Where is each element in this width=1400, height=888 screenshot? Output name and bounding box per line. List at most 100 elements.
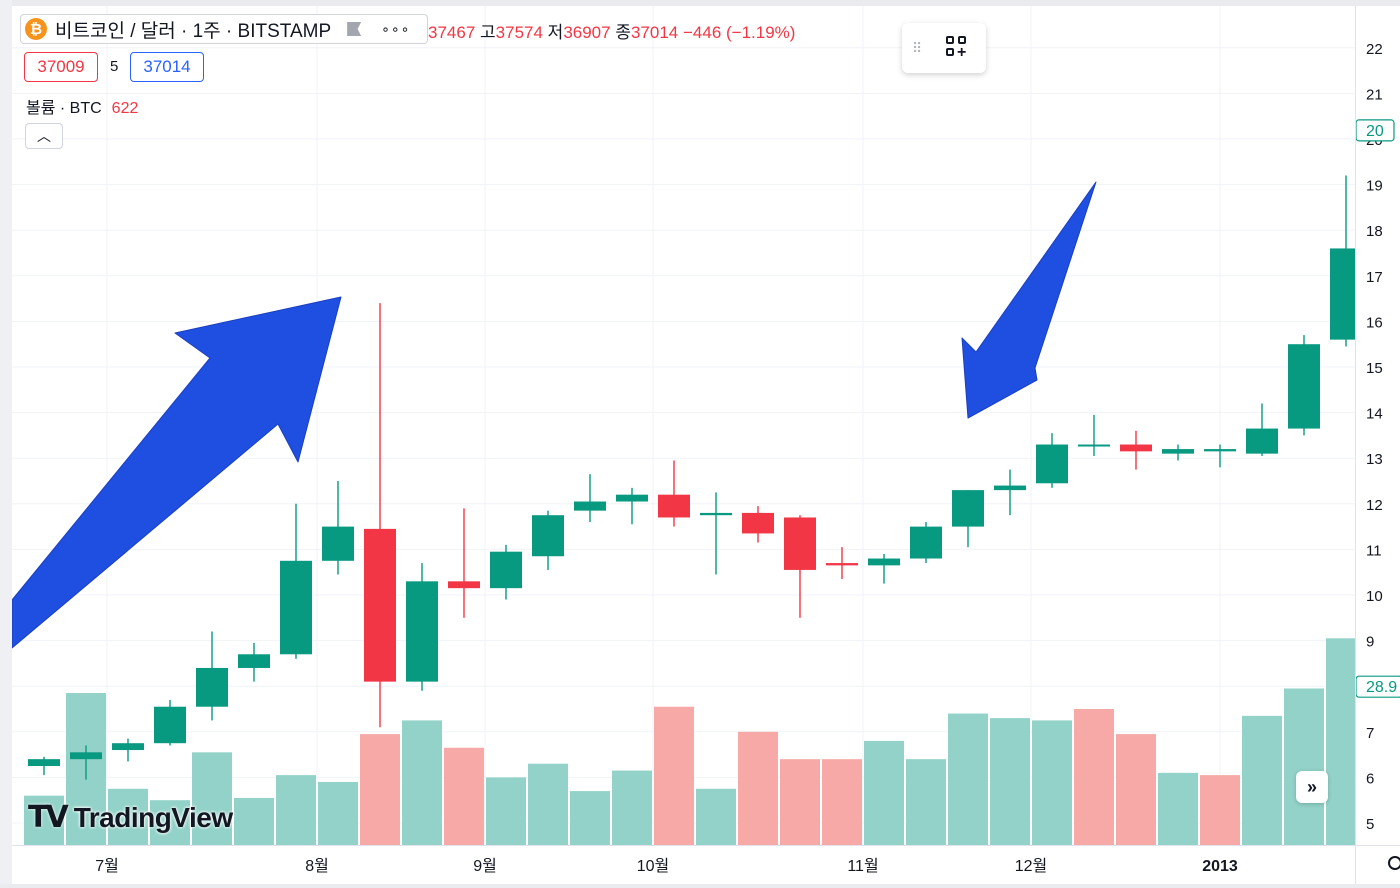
candle-body[interactable] [490,551,522,589]
volume-legend[interactable]: 볼륨 · BTC 622 [26,94,138,118]
candle-body[interactable] [448,581,480,589]
last-price-label: 20 [1366,123,1384,140]
candle-body[interactable] [658,494,690,518]
double-chevron-right-icon: » [1306,776,1317,797]
candle-body[interactable] [952,490,984,527]
price-tick-label: 18 [1366,223,1383,240]
time-tick-label: 11월 [847,857,878,875]
candle-body[interactable] [616,494,648,502]
volume-bar [402,720,442,845]
candle-body[interactable] [868,558,900,566]
top-border [0,0,1400,6]
tradingview-wordmark: TradingView [73,801,233,833]
candle-body[interactable] [1288,344,1320,429]
drawing-arrow-down[interactable] [961,181,1097,419]
time-axis[interactable] [12,845,1355,884]
more-options-icon[interactable]: ∘∘∘ [381,20,411,37]
candle-body[interactable] [1036,444,1068,484]
bitcoin-icon: ₿ [25,18,47,40]
add-layout-icon[interactable]: + [946,36,970,61]
candle-body[interactable] [1162,449,1194,454]
sell-price-button[interactable]: 37009 [24,52,98,82]
volume-bar [948,713,988,845]
volume-bar [150,800,190,845]
volume-bar [780,759,820,845]
candle-body[interactable] [280,560,312,655]
volume-bar [1158,772,1198,845]
settings-gear-icon[interactable] [1388,856,1400,870]
candle-body[interactable] [1204,449,1236,452]
volume-bar [1032,720,1072,845]
price-tick-label: 12 [1366,497,1383,514]
price-tick-label: 16 [1366,314,1383,331]
candle-body[interactable] [154,706,186,744]
price-tick-label: 22 [1366,41,1383,58]
candle-body[interactable] [742,512,774,534]
open-value: 37467 [428,23,476,42]
volume-label: 볼륨 · BTC [26,100,102,117]
candle-body[interactable] [238,654,270,668]
time-tick-label: 12월 [1015,857,1048,875]
chevron-up-icon: ︿ [37,128,51,144]
price-axis[interactable] [1355,6,1400,888]
price-tick-label: 5 [1366,816,1374,833]
scroll-to-realtime-button[interactable]: » [1296,771,1328,803]
volume-bar [822,759,862,845]
candle-body[interactable] [532,515,564,557]
price-tick-label: 21 [1366,86,1383,103]
candle-body[interactable] [1078,444,1110,447]
candle-body[interactable] [28,759,60,766]
price-tick-label: 9 [1366,634,1374,651]
price-tick-label: 14 [1366,406,1383,423]
time-tick-label: 7월 [95,857,119,875]
buy-price-button[interactable]: 37014 [130,52,204,82]
floating-toolbar[interactable]: ⠿ + [902,23,986,73]
volume-bar [234,797,274,845]
volume-bar [990,718,1030,845]
time-tick-label: 2013 [1202,858,1238,875]
candle-body[interactable] [196,667,228,707]
candle-body[interactable] [994,485,1026,491]
price-tick-label: 13 [1366,451,1383,468]
left-border [0,0,12,888]
candle-body[interactable] [322,526,354,561]
symbol-title: 비트코인 / 달러 · 1주 · BITSTAMP [55,20,332,42]
volume-bar [654,706,694,845]
volume-bar [318,781,358,845]
price-tick-label: 7 [1366,725,1374,742]
collapse-legend-button[interactable]: ︿ [25,123,63,149]
drag-handle-icon[interactable]: ⠿ [912,40,923,56]
price-tick-label: 15 [1366,360,1383,377]
candle-body[interactable] [70,752,102,760]
candle-body[interactable] [826,563,858,566]
candle-body[interactable] [784,517,816,570]
candle-body[interactable] [112,743,144,751]
candle-body[interactable] [700,512,732,516]
price-tick-label: 10 [1366,588,1383,605]
tradingview-mark-icon: TV [28,800,69,835]
volume-bar [738,731,778,845]
candle-body[interactable] [364,528,396,682]
volume-bar [276,775,316,845]
volume-bar [528,763,568,845]
volume-axis-label: 28.9 [1366,679,1397,696]
drawing-arrow-up[interactable] [11,296,342,649]
candle-body[interactable] [574,501,606,511]
candle-body[interactable] [910,526,942,559]
bottom-border [0,884,1400,888]
candle-body[interactable] [1120,444,1152,452]
candle-body[interactable] [406,581,438,682]
volume-bar [1116,734,1156,845]
candle-body[interactable] [1246,428,1278,454]
symbol-legend[interactable]: ₿ 비트코인 / 달러 · 1주 · BITSTAMP ∘∘∘ [20,14,428,44]
tradingview-logo[interactable]: TV TradingView [28,800,233,835]
flag-icon[interactable] [347,22,362,36]
volume-bar [906,759,946,845]
volume-bar [360,734,400,845]
volume-bar [1200,775,1240,845]
volume-value: 622 [111,100,139,117]
volume-bar [108,788,148,845]
time-tick-label: 9월 [473,857,497,875]
